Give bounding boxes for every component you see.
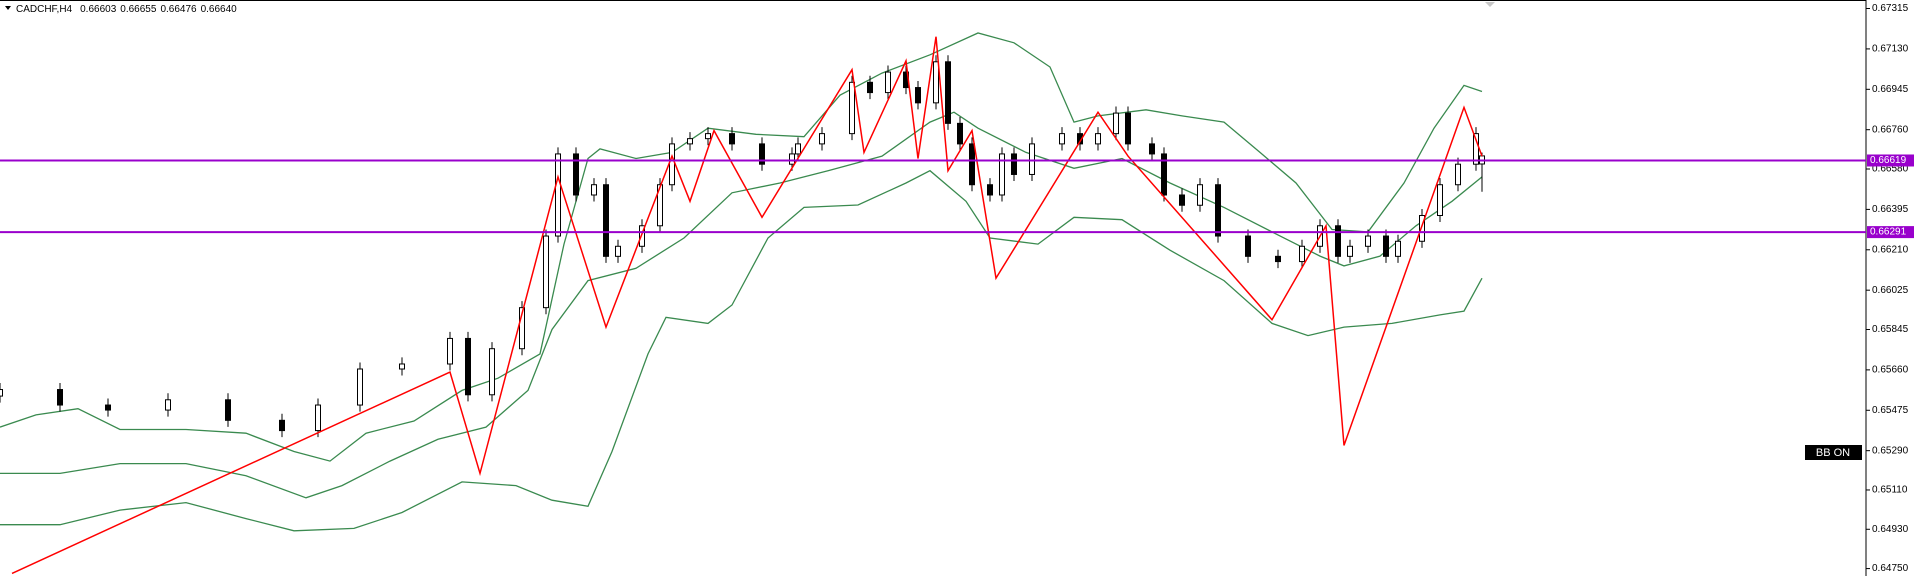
candle-body <box>1473 133 1479 165</box>
y-tick-label: 0.64930 <box>1872 524 1909 535</box>
y-tick-label: 0.66945 <box>1872 84 1909 95</box>
candle-body <box>105 404 111 411</box>
candle-body <box>687 138 693 145</box>
candle-body <box>999 153 1005 196</box>
price-label: 0.66291 <box>1870 227 1907 238</box>
bollinger-band <box>0 111 1483 499</box>
zigzag-line <box>11 36 1483 575</box>
candle-body <box>933 61 939 104</box>
annotation: BB ON <box>1816 447 1850 459</box>
candle-body <box>987 184 993 196</box>
candle-body <box>279 419 285 432</box>
y-tick-label: 0.66395 <box>1872 204 1909 215</box>
y-tick-label: 0.65475 <box>1872 405 1909 416</box>
candle-body <box>1335 225 1341 257</box>
candle-body <box>705 133 711 140</box>
candle-body <box>957 122 963 145</box>
candle-body <box>225 399 231 421</box>
bollinger-band <box>0 169 1483 532</box>
y-tick-label: 0.65660 <box>1872 365 1909 376</box>
candle-body <box>1245 235 1251 257</box>
candle-body <box>399 363 405 370</box>
candle-body <box>1299 245 1305 263</box>
y-tick-label: 0.67130 <box>1872 44 1909 55</box>
y-tick-label: 0.65845 <box>1872 324 1909 335</box>
candle-body <box>849 81 855 135</box>
candle-body <box>639 225 645 247</box>
collapse-icon[interactable] <box>5 6 11 10</box>
candle-body <box>1455 163 1461 186</box>
price-label-box <box>1867 226 1914 239</box>
candle-body <box>615 245 621 257</box>
candle-body <box>1419 215 1425 242</box>
candle-body <box>969 143 975 186</box>
candle-body <box>1383 235 1389 257</box>
candle-body <box>1011 153 1017 175</box>
candle-body <box>657 184 663 227</box>
candle-body <box>819 133 825 145</box>
candle-body <box>465 337 471 396</box>
candle-body <box>57 389 63 406</box>
candle-body <box>795 143 801 155</box>
candle-body <box>447 337 453 365</box>
candle-body <box>1161 153 1167 196</box>
header-close: 0.66640 <box>201 4 238 15</box>
price-label-box <box>1867 154 1914 167</box>
candle-body <box>543 235 549 309</box>
price-label: 0.66619 <box>1870 155 1907 166</box>
shift-marker <box>1485 2 1495 7</box>
candle-body <box>729 133 735 145</box>
candle-body <box>0 389 3 397</box>
annotation-box <box>1805 445 1862 460</box>
candle-body <box>885 71 891 94</box>
candle-body <box>1275 255 1281 263</box>
y-tick-label: 0.66580 <box>1872 164 1909 175</box>
candle-body <box>1029 143 1035 175</box>
y-tick-label: 0.66760 <box>1872 124 1909 135</box>
candle-body <box>1095 133 1101 145</box>
header-low: 0.66476 <box>160 4 197 15</box>
candle-body <box>759 143 765 165</box>
candle-body <box>789 153 795 165</box>
candle-body <box>1395 240 1401 257</box>
candle-body <box>489 348 495 396</box>
y-tick-label: 0.65110 <box>1872 485 1908 496</box>
candle-body <box>603 184 609 257</box>
candle-body <box>1365 235 1371 247</box>
candle-body <box>357 368 363 406</box>
candle-body <box>1347 245 1353 257</box>
candle-body <box>591 184 597 196</box>
candle-body <box>315 404 321 432</box>
candle-body <box>1437 184 1443 217</box>
y-tick-label: 0.67315 <box>1872 3 1909 14</box>
candle-body <box>573 153 579 196</box>
candle-body <box>1179 194 1185 206</box>
candle-body <box>1125 112 1131 145</box>
header-open: 0.66603 <box>80 4 117 15</box>
bollinger-band <box>0 32 1483 462</box>
chart-header: CADCHF,H4 0.66603 0.66655 0.66476 0.66640 <box>16 4 237 15</box>
candle-body <box>1197 184 1203 206</box>
candle-body <box>555 153 561 237</box>
candle-body <box>867 81 873 94</box>
candle-body <box>1059 133 1065 145</box>
candle-body <box>165 399 171 411</box>
candle-body <box>669 143 675 186</box>
candle-body <box>915 87 921 104</box>
y-tick-label: 0.66025 <box>1872 285 1909 296</box>
y-tick-label: 0.64750 <box>1872 563 1909 574</box>
candle-body <box>945 61 951 124</box>
candle-body <box>1113 112 1119 135</box>
symbol: CADCHF,H4 <box>16 4 73 15</box>
header-high: 0.66655 <box>120 4 157 15</box>
y-tick-label: 0.65290 <box>1872 445 1909 456</box>
candle-body <box>1215 184 1221 237</box>
candle-body <box>1149 143 1155 155</box>
y-tick-label: 0.66210 <box>1872 244 1909 255</box>
candle-body <box>519 307 525 350</box>
